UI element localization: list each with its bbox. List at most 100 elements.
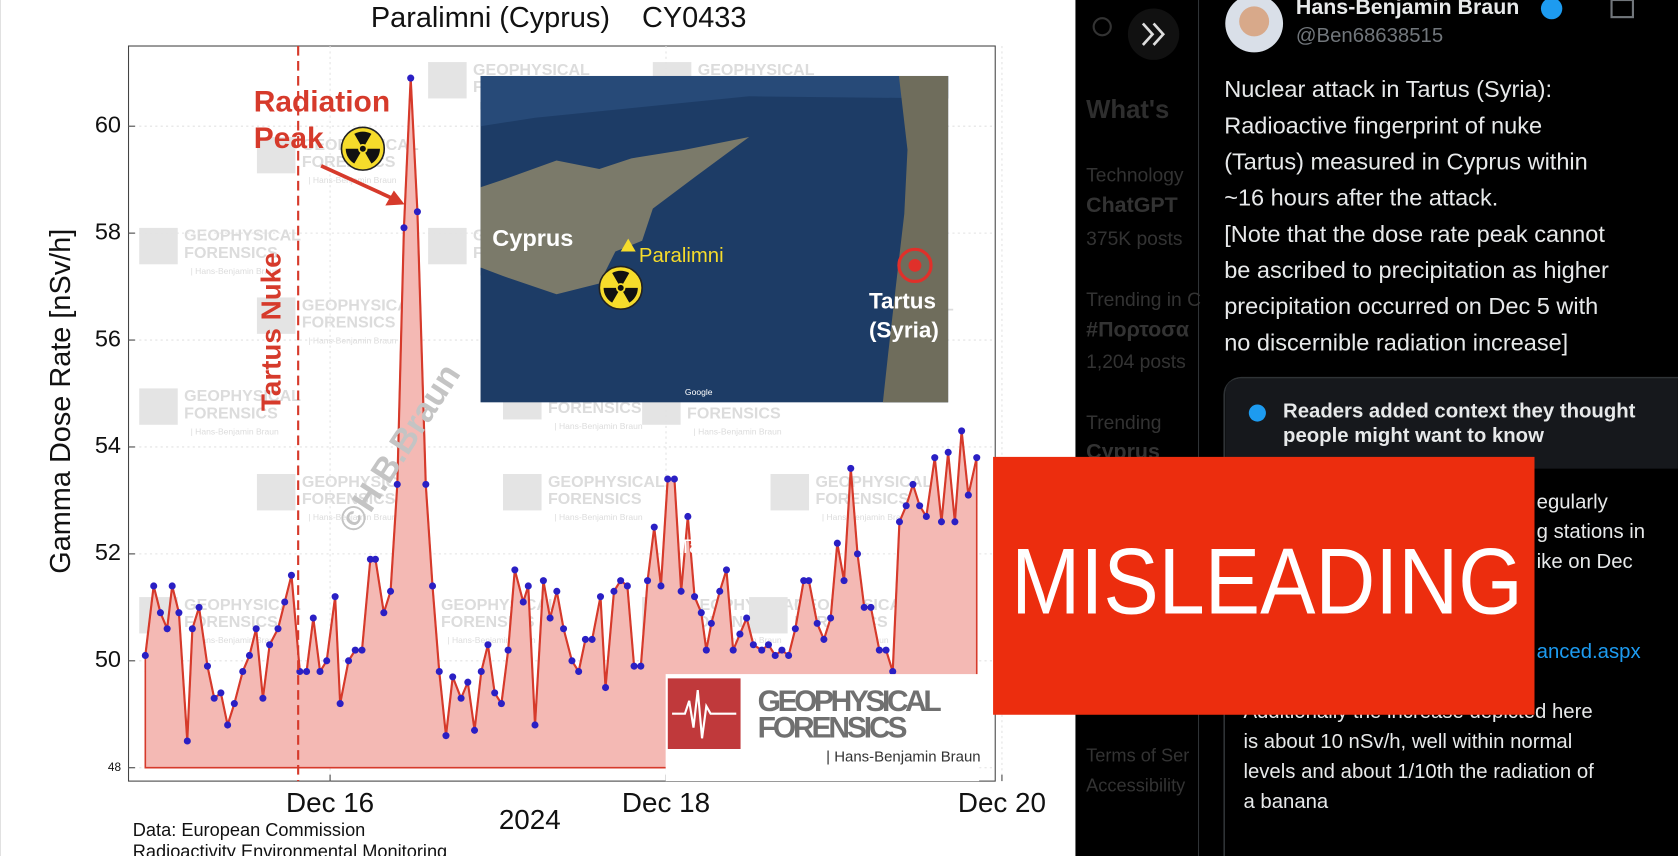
data-point: [183, 737, 191, 745]
y-tick-label: 60: [95, 111, 121, 137]
data-point: [860, 603, 868, 611]
peak-label: Peak: [254, 122, 324, 155]
data-point: [203, 662, 211, 670]
sidebar-item: 375K posts: [1086, 229, 1182, 250]
data-point: [827, 614, 835, 622]
data-point: [650, 523, 658, 531]
data-point: [224, 721, 232, 729]
data-point: [684, 512, 692, 520]
data-point: [175, 609, 183, 617]
sidebar-item: 1,204 posts: [1086, 352, 1186, 373]
data-point: [163, 625, 171, 633]
source-note: Radioactivity Environmental Monitoring: [133, 842, 447, 856]
watermark-text: FORENSICS: [548, 490, 642, 508]
data-point: [697, 609, 705, 617]
sidebar-heading: What's: [1086, 96, 1169, 124]
data-point: [435, 667, 443, 676]
watermark-icon: [749, 597, 788, 634]
data-point: [588, 635, 596, 643]
data-point: [358, 646, 366, 654]
data-point: [464, 678, 472, 686]
watermark-icon: [139, 227, 178, 265]
x-tick-label: Dec 20: [958, 787, 1046, 818]
y-tick-label: 48: [108, 761, 122, 774]
watermark-credit: | Hans-Benjamin Braun: [308, 512, 396, 522]
logo-text: GEOPHYSICAL: [758, 685, 942, 718]
data-point: [210, 694, 218, 702]
y-tick-label: 52: [95, 539, 121, 565]
data-point: [729, 646, 737, 654]
plot-frame: [127, 45, 996, 782]
x-axis-label: 2024: [499, 804, 561, 835]
data-point: [156, 609, 164, 617]
watermark-credit: | Hans-Benjamin Braun: [447, 635, 535, 645]
peak-label: Radiation: [254, 86, 390, 119]
watermark-credit: | Hans-Benjamin Braun: [191, 635, 279, 645]
y-tick-label: 50: [95, 646, 121, 672]
data-point: [259, 694, 267, 702]
data-point: [230, 700, 238, 708]
data-point: [691, 593, 699, 601]
data-point: [539, 577, 547, 585]
logo-wave: [672, 690, 737, 739]
misleading-text: MISLEADING: [1011, 528, 1522, 633]
data-point: [895, 518, 904, 526]
data-point: [252, 625, 260, 633]
data-point: [239, 667, 247, 676]
watermark-text: FORENSICS: [302, 313, 396, 331]
map-target: [908, 258, 922, 272]
data-point: [677, 587, 685, 595]
watermark-credit: | Hans-Benjamin Braun: [308, 336, 396, 346]
data-point: [882, 646, 890, 654]
data-point: [413, 208, 421, 216]
data-point: [491, 689, 499, 697]
watermark-text: GEOPHYSICAL: [184, 596, 301, 614]
event-label: Tartus Nuke: [255, 252, 286, 411]
sidebar-item: #Πορτοσα: [1086, 317, 1189, 341]
data-point: [736, 630, 744, 638]
data-point: [596, 593, 605, 601]
tweet-text: [Note that the dose rate peak cannot: [1224, 221, 1605, 247]
sidebar-footer: Accessibility: [1086, 775, 1186, 795]
watermark-icon: [139, 388, 178, 425]
data-point: [902, 502, 910, 510]
data-point: [422, 480, 430, 488]
data-point: [875, 646, 883, 654]
sidebar-item: Trending: [1086, 413, 1161, 434]
chart-title: Paralimni (Cyprus) CY0433: [371, 2, 747, 34]
peak-arrow: [320, 164, 395, 201]
note-fragment: ike on Dec: [1537, 551, 1633, 573]
radiation-symbol: [603, 287, 619, 303]
data-point: [602, 684, 610, 692]
data-point: [531, 721, 539, 729]
watermark-credit: | Hans-Benjamin Braun: [191, 266, 279, 276]
data-point: [150, 582, 158, 590]
data-point: [470, 726, 479, 734]
data-point: [568, 657, 576, 665]
data-point: [617, 577, 625, 585]
data-point: [560, 625, 568, 633]
y-tick-label: 56: [95, 325, 121, 351]
data-point: [245, 651, 253, 659]
data-point: [931, 454, 939, 462]
avatar-face: [1239, 6, 1270, 37]
verified-badge: [1540, 0, 1563, 20]
data-point: [623, 582, 631, 590]
sidebar-item: Trending in C: [1086, 290, 1201, 311]
data-point: [716, 587, 724, 595]
data-point: [758, 646, 766, 654]
misleading-stamp: [993, 456, 1535, 715]
data-point: [840, 577, 848, 585]
data-point: [281, 598, 289, 606]
edit-icon[interactable]: [1610, 0, 1635, 19]
data-point: [323, 657, 331, 665]
data-point: [610, 587, 618, 595]
watermark-text: FORENSICS: [184, 404, 278, 422]
watermark-icon: [256, 297, 296, 334]
data-point: [141, 651, 149, 659]
data-point: [303, 667, 311, 676]
radiation-symbol: [354, 131, 372, 145]
watermark-text: FORENSICS: [687, 404, 781, 422]
data-point: [847, 464, 855, 472]
